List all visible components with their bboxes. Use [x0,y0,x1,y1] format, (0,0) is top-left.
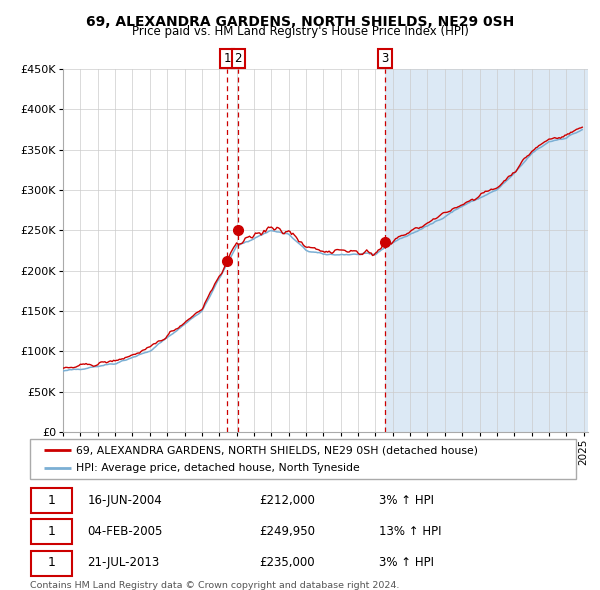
Text: 21-JUL-2013: 21-JUL-2013 [88,556,160,569]
Text: 1: 1 [47,556,55,569]
Text: 3: 3 [382,52,389,65]
Text: HPI: Average price, detached house, North Tyneside: HPI: Average price, detached house, Nort… [76,463,360,473]
FancyBboxPatch shape [30,439,576,479]
FancyBboxPatch shape [31,520,72,544]
Text: 1: 1 [47,525,55,538]
Text: 69, ALEXANDRA GARDENS, NORTH SHIELDS, NE29 0SH: 69, ALEXANDRA GARDENS, NORTH SHIELDS, NE… [86,15,514,29]
Text: £212,000: £212,000 [259,494,315,507]
Text: Contains HM Land Registry data © Crown copyright and database right 2024.: Contains HM Land Registry data © Crown c… [30,581,400,589]
Text: 69, ALEXANDRA GARDENS, NORTH SHIELDS, NE29 0SH (detached house): 69, ALEXANDRA GARDENS, NORTH SHIELDS, NE… [76,445,478,455]
Text: Price paid vs. HM Land Registry's House Price Index (HPI): Price paid vs. HM Land Registry's House … [131,25,469,38]
Text: 04-FEB-2005: 04-FEB-2005 [88,525,163,538]
FancyBboxPatch shape [31,551,72,576]
FancyBboxPatch shape [31,489,72,513]
Text: £235,000: £235,000 [259,556,315,569]
Text: £249,950: £249,950 [259,525,316,538]
Text: 3% ↑ HPI: 3% ↑ HPI [379,556,434,569]
Bar [385,69,588,432]
Text: 1: 1 [223,52,231,65]
Text: 3% ↑ HPI: 3% ↑ HPI [379,494,434,507]
Text: 1: 1 [47,494,55,507]
Text: 2: 2 [235,52,242,65]
Text: 13% ↑ HPI: 13% ↑ HPI [379,525,442,538]
Text: 16-JUN-2004: 16-JUN-2004 [88,494,162,507]
